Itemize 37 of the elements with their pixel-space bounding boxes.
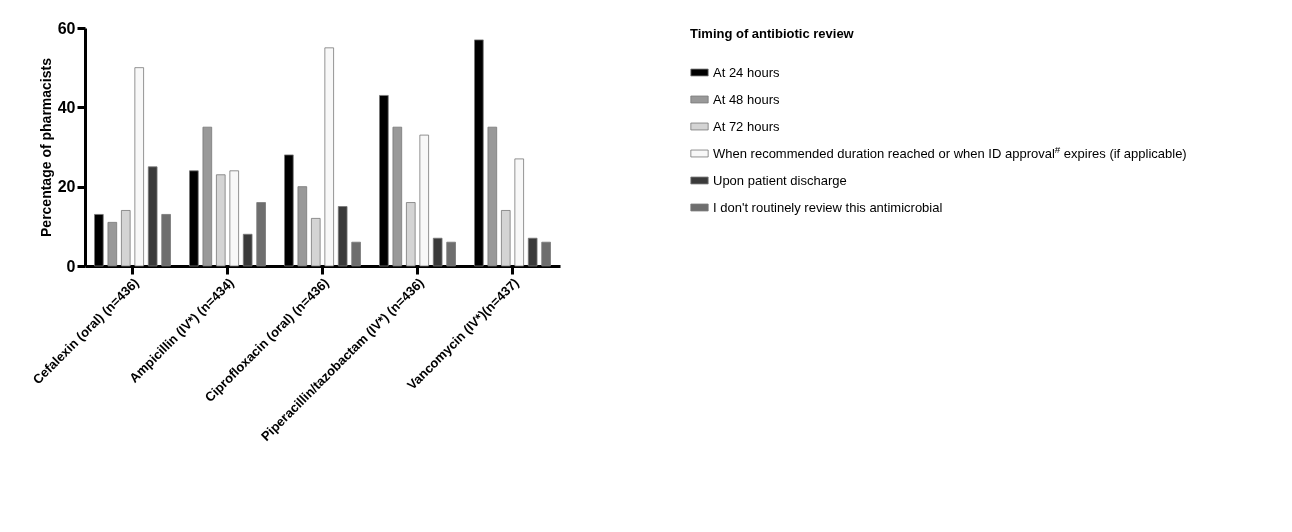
bar [392,126,403,267]
y-tick-label: 0 [66,257,76,275]
bar [121,210,131,267]
bar [419,134,429,267]
bar [324,47,334,267]
bar [514,158,524,267]
bar [487,126,498,267]
bar [147,166,158,267]
y-tick-label: 20 [57,178,76,196]
legend-title: Timing of antibiotic review [690,26,855,41]
bar [216,174,226,267]
bar [406,202,416,267]
legend-label: At 24 hours [713,64,780,80]
bar [256,202,266,267]
bar [297,186,308,267]
legend-label: Upon patient discharge [713,172,847,188]
y-tick-label: 60 [57,19,76,37]
bar [311,218,321,267]
bar [337,206,348,267]
bar [202,126,213,267]
y-tick-label: 40 [57,98,76,116]
bar [527,237,538,267]
legend-label: I don't routinely review this antimicrobial [713,199,943,215]
y-axis-title: Percentage of pharmacists [37,57,54,237]
legend-label: At 72 hours [713,118,780,134]
bar [446,241,456,267]
bar [541,241,551,267]
legend-label: At 48 hours [713,91,780,107]
bar [134,67,144,267]
bar [501,210,511,267]
bar [432,237,443,267]
bar [229,170,239,267]
bar [351,241,361,267]
bar [161,214,171,267]
bar [242,233,253,267]
bar [107,221,118,267]
legend-label: When recommended duration reached or when ID approval$^{#}$ expires (if applicable) [713,143,1187,161]
